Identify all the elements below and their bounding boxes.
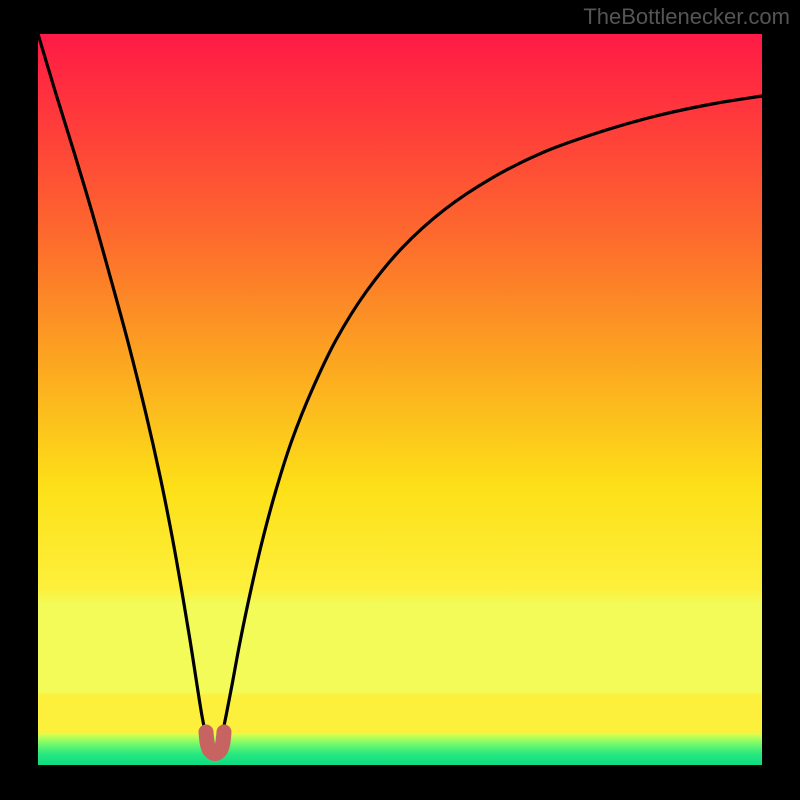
chart-root: TheBottlenecker.com [0, 0, 800, 800]
watermark-text: TheBottlenecker.com [583, 4, 790, 30]
bottleneck-chart [0, 0, 800, 800]
plot-background [38, 34, 762, 765]
